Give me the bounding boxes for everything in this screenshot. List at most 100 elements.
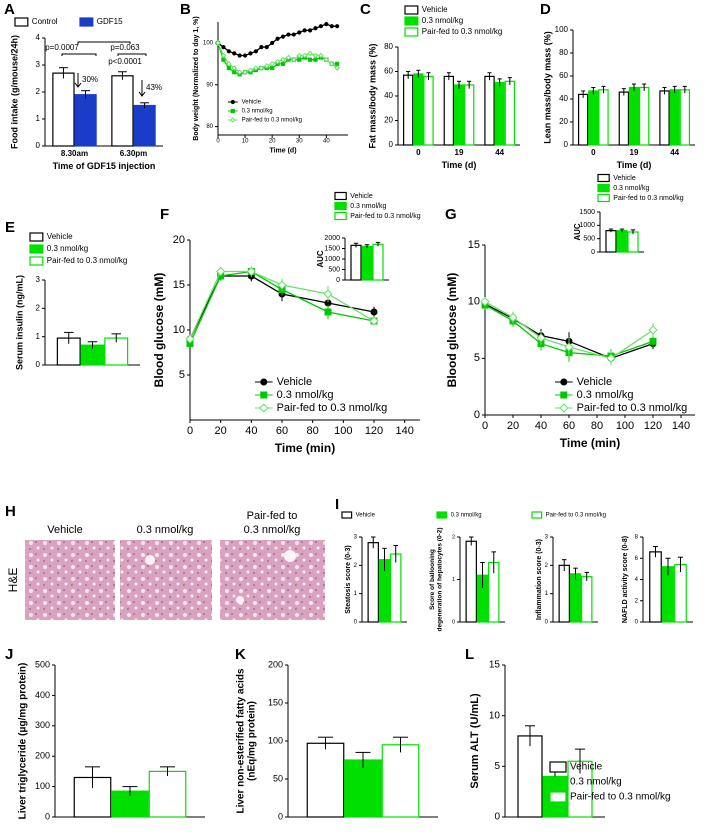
x-tick-label: 10 bbox=[242, 139, 249, 145]
legend-label: Vehicle bbox=[350, 193, 373, 200]
series-line bbox=[484, 301, 654, 360]
legend-label: Pair-fed to 0.3 nmol/kg bbox=[47, 256, 127, 265]
bar bbox=[344, 759, 382, 818]
y-tick-label: 60 bbox=[384, 67, 393, 76]
y-tick-label: 0 bbox=[336, 277, 340, 284]
point bbox=[220, 52, 227, 59]
legend-swatch bbox=[79, 17, 94, 27]
bar bbox=[638, 86, 650, 146]
image-label: Pair-fed to bbox=[247, 510, 298, 522]
y-tick-label: 5 bbox=[474, 352, 480, 364]
y-tick-label: 10 bbox=[468, 296, 480, 308]
point bbox=[226, 61, 232, 67]
legend-swatch bbox=[341, 511, 353, 519]
legend-swatch bbox=[29, 256, 44, 266]
point bbox=[247, 67, 254, 73]
y-axis-label: Liver non-esterified fatty acids bbox=[236, 668, 247, 813]
legend-swatch bbox=[549, 776, 567, 788]
y-tick-label: 1 bbox=[452, 577, 455, 583]
x-tick-label: 44 bbox=[495, 148, 504, 157]
y-axis-label: Fat mass/body mass (%) bbox=[367, 43, 377, 148]
histology-panel: H Vehicle 0.3 nmol/kg Pair-fed to 0.3 nm… bbox=[5, 503, 325, 620]
y-tick-label: 15 bbox=[489, 660, 501, 671]
y-tick-label: 0 bbox=[452, 619, 455, 625]
y-axis-label: degeneration of hepatocytes (0-2) bbox=[437, 527, 444, 631]
y-tick-label: 100 bbox=[555, 25, 569, 34]
point bbox=[221, 45, 226, 50]
bar bbox=[674, 564, 687, 623]
legend-label: Pair-fed to 0.3 nmol/kg bbox=[570, 792, 671, 803]
y-tick-label: 10 bbox=[173, 324, 185, 336]
point bbox=[318, 52, 324, 59]
x-tick-label: 140 bbox=[672, 420, 690, 432]
vacuole bbox=[145, 555, 155, 565]
panel-letter: I bbox=[335, 496, 339, 513]
x-tick-label: 30 bbox=[296, 139, 303, 145]
point bbox=[297, 30, 302, 35]
y-axis-label: NAFLD activity score (0-8) bbox=[622, 536, 629, 623]
bar bbox=[463, 84, 475, 146]
legend-label: Control bbox=[32, 17, 58, 26]
y-tick-label: 80 bbox=[384, 42, 393, 51]
bar bbox=[453, 84, 465, 146]
point bbox=[263, 63, 270, 69]
bar bbox=[577, 93, 589, 146]
point bbox=[649, 337, 657, 345]
x-tick-label: 6.30pm bbox=[120, 149, 148, 158]
x-tick-label: 44 bbox=[670, 148, 679, 157]
y-tick-label: 3 bbox=[36, 60, 41, 69]
y-tick-label: 0 bbox=[635, 620, 639, 626]
x-tick-label: 0 bbox=[187, 425, 193, 437]
x-tick-label: 60 bbox=[563, 420, 575, 432]
y-tick-label: 2 bbox=[354, 563, 358, 569]
y-tick-label: 0 bbox=[545, 620, 549, 626]
histology-image bbox=[25, 540, 115, 620]
legend-marker bbox=[230, 108, 235, 114]
point bbox=[335, 24, 340, 29]
y-tick-label: 100 bbox=[268, 735, 283, 745]
y-tick-label: 6 bbox=[635, 556, 639, 562]
panel-letter: J bbox=[5, 646, 13, 663]
point bbox=[236, 69, 243, 76]
legend-swatch bbox=[597, 193, 610, 203]
point bbox=[286, 32, 291, 37]
series-line bbox=[189, 270, 375, 340]
legend-label: Pair-fed to 0.3 nmol/kg bbox=[546, 513, 606, 519]
legend-swatch bbox=[597, 173, 610, 183]
bar bbox=[423, 75, 434, 146]
x-tick-label: 100 bbox=[616, 420, 634, 432]
y-tick-label: 50 bbox=[273, 773, 283, 783]
legend-swatch bbox=[436, 511, 448, 519]
legend-label: Pair-fed to 0.3 nmol/kg bbox=[577, 402, 688, 414]
y-tick-label: 0 bbox=[45, 811, 50, 821]
x-tick-label: 60 bbox=[276, 425, 288, 437]
annotation: p=0.0007 bbox=[45, 43, 79, 52]
x-tick-label: 20 bbox=[215, 425, 227, 437]
point bbox=[216, 266, 226, 277]
y-tick-label: 200 bbox=[268, 659, 283, 669]
legend-marker bbox=[559, 403, 569, 413]
y-tick-label: 5 bbox=[494, 761, 500, 772]
y-axis-label: Serum ALT (U/mL) bbox=[469, 693, 481, 789]
point bbox=[270, 40, 275, 46]
x-tick-label: 0 bbox=[482, 420, 488, 432]
point bbox=[221, 57, 226, 62]
bar bbox=[465, 540, 477, 623]
panel-letter: E bbox=[5, 219, 15, 236]
bar bbox=[659, 90, 670, 146]
bar bbox=[52, 72, 75, 147]
histology-image bbox=[220, 540, 325, 620]
y-tick-label: 20 bbox=[384, 116, 393, 125]
arrow bbox=[74, 73, 82, 88]
annotation: p=0.063 bbox=[110, 43, 140, 52]
point bbox=[285, 54, 292, 61]
x-tick-label: 0 bbox=[216, 139, 220, 145]
y-tick-label: 100 bbox=[35, 781, 50, 791]
point bbox=[226, 49, 231, 54]
point bbox=[334, 65, 340, 71]
point bbox=[231, 65, 238, 71]
legend-swatch bbox=[531, 511, 543, 519]
bar bbox=[618, 91, 630, 146]
x-tick-label: 100 bbox=[334, 425, 352, 437]
bar bbox=[494, 81, 505, 146]
